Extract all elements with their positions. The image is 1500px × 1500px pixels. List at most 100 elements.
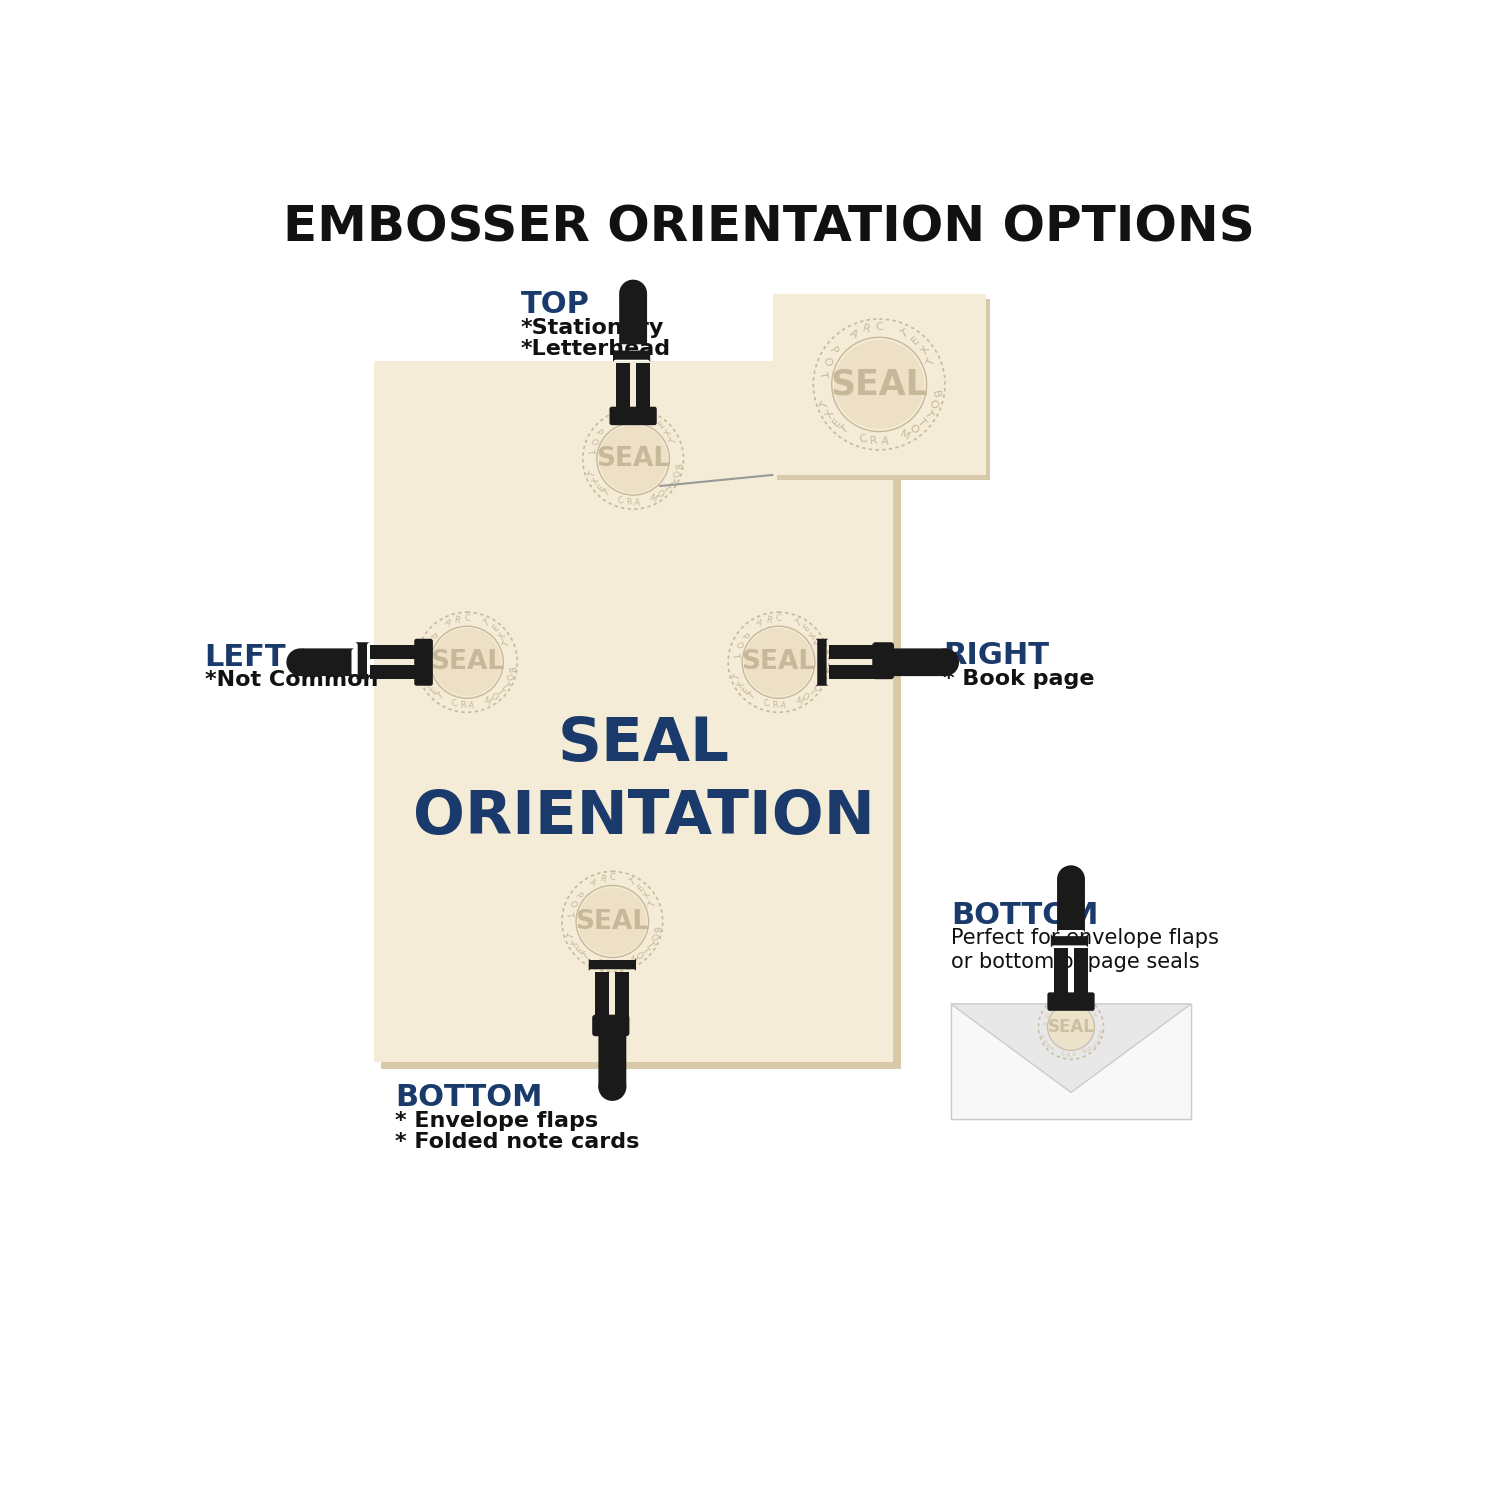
Text: M: M [627, 956, 638, 966]
Text: C: C [609, 873, 615, 882]
Text: O: O [654, 488, 664, 500]
Text: A: A [634, 498, 640, 507]
Text: T: T [916, 417, 928, 429]
Circle shape [620, 279, 646, 308]
Text: E: E [596, 483, 606, 494]
Text: SEAL
ORIENTATION: SEAL ORIENTATION [413, 716, 874, 848]
Text: SEAL: SEAL [741, 650, 816, 675]
Text: O: O [821, 356, 833, 368]
Text: B: B [651, 926, 660, 933]
Text: O: O [422, 640, 432, 650]
Text: T: T [602, 489, 612, 500]
FancyBboxPatch shape [354, 642, 370, 680]
Text: T: T [747, 692, 756, 702]
Text: T: T [645, 939, 656, 948]
Text: R: R [870, 436, 877, 447]
Bar [596, 972, 609, 1018]
Text: X: X [663, 427, 674, 438]
Text: C: C [464, 614, 470, 622]
Text: O: O [633, 951, 645, 962]
Text: X: X [1090, 1007, 1096, 1013]
Text: C: C [1060, 1052, 1065, 1058]
Text: T: T [500, 681, 510, 690]
Text: A: A [1071, 1053, 1076, 1058]
Bar [830, 666, 876, 680]
Text: T: T [732, 674, 742, 681]
Bar [381, 369, 900, 1070]
Bar [370, 645, 417, 658]
Text: * Folded note cards: * Folded note cards [394, 1132, 639, 1152]
FancyBboxPatch shape [414, 639, 434, 686]
Text: X: X [642, 891, 652, 900]
Text: X: X [570, 939, 580, 950]
FancyBboxPatch shape [588, 957, 636, 972]
Text: T: T [1052, 1047, 1056, 1053]
Bar [772, 294, 986, 476]
FancyBboxPatch shape [815, 639, 830, 686]
Text: P: P [592, 429, 603, 438]
Text: E: E [429, 687, 439, 696]
Text: R: R [1062, 998, 1066, 1002]
Text: M: M [794, 696, 804, 706]
Text: O: O [648, 932, 658, 942]
FancyBboxPatch shape [1047, 993, 1095, 1011]
FancyBboxPatch shape [620, 294, 646, 348]
Text: R: R [598, 874, 606, 884]
Text: M: M [648, 492, 658, 504]
Text: O: O [588, 436, 598, 447]
Text: O: O [927, 399, 939, 411]
Text: T: T [483, 618, 490, 628]
Circle shape [432, 628, 501, 696]
Circle shape [1048, 1005, 1094, 1048]
Bar [777, 298, 990, 480]
Text: E: E [657, 420, 666, 430]
Text: T: T [730, 651, 740, 658]
Text: O: O [1084, 1046, 1092, 1053]
Text: T: T [1094, 1014, 1100, 1019]
Bar [830, 645, 876, 658]
Text: T: T [839, 423, 850, 435]
FancyBboxPatch shape [888, 648, 948, 676]
Text: P: P [738, 632, 748, 640]
Text: A: A [1056, 999, 1060, 1005]
Text: T: T [564, 910, 574, 916]
Text: T: T [900, 327, 910, 339]
Text: Perfect for envelope flaps: Perfect for envelope flaps [951, 928, 1218, 948]
Text: X: X [808, 632, 819, 640]
Text: E: E [910, 334, 922, 346]
Text: T: T [819, 399, 831, 410]
Text: R: R [453, 615, 460, 626]
Text: or bottom of page seals: or bottom of page seals [951, 951, 1200, 972]
Circle shape [578, 888, 646, 956]
Bar [951, 1004, 1191, 1119]
Text: A: A [442, 618, 452, 628]
Text: O: O [800, 692, 810, 702]
Circle shape [598, 424, 668, 494]
Text: O: O [1095, 1034, 1101, 1040]
Text: E: E [1086, 1002, 1092, 1008]
Text: O: O [908, 423, 921, 436]
Text: SEAL: SEAL [596, 446, 670, 472]
Text: *Letterhead: *Letterhead [520, 339, 670, 360]
Text: T: T [419, 651, 429, 658]
FancyBboxPatch shape [614, 348, 650, 363]
Text: T: T [503, 640, 513, 650]
Bar [370, 666, 417, 680]
Text: O: O [503, 674, 513, 682]
Text: R: R [604, 960, 612, 969]
Text: R: R [620, 411, 627, 422]
Text: *Not Common: *Not Common [204, 670, 378, 690]
Text: R: R [1066, 1053, 1071, 1058]
Text: T: T [1041, 1020, 1046, 1025]
Text: E: E [802, 624, 812, 634]
Text: TOP: TOP [520, 290, 590, 320]
Text: C: C [630, 411, 636, 420]
Circle shape [598, 1072, 627, 1101]
Text: * Envelope flaps: * Envelope flaps [394, 1112, 598, 1131]
Text: X: X [920, 345, 932, 357]
Text: T: T [1082, 999, 1086, 1005]
Text: T: T [648, 900, 657, 909]
Circle shape [932, 648, 958, 676]
Bar [1074, 948, 1088, 994]
Text: C: C [596, 958, 604, 969]
